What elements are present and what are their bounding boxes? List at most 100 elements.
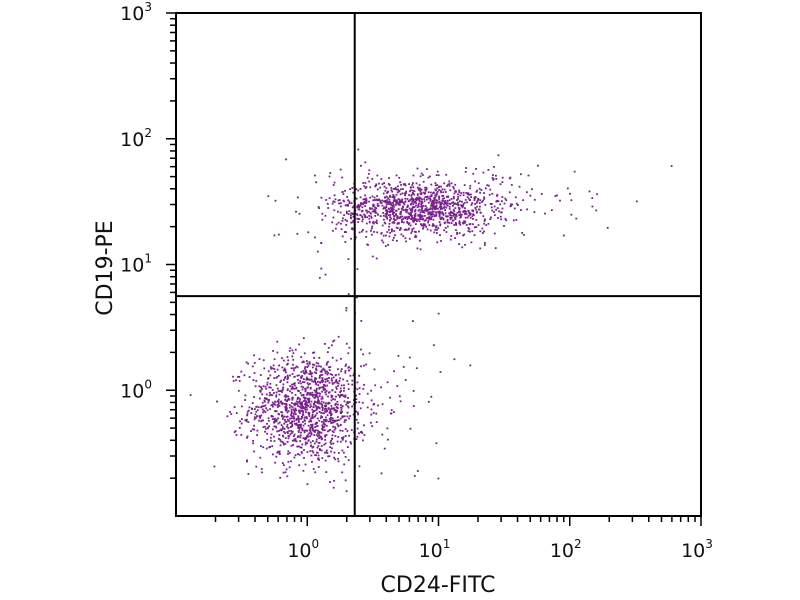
data-point <box>408 200 411 202</box>
data-point <box>418 230 420 233</box>
data-point <box>300 406 302 408</box>
data-point <box>537 164 539 167</box>
data-point <box>596 193 598 196</box>
data-point <box>325 390 328 392</box>
data-point <box>321 390 323 393</box>
data-point <box>395 193 398 196</box>
data-point <box>427 400 430 403</box>
data-point <box>475 208 478 211</box>
data-point <box>334 435 337 437</box>
data-point <box>286 400 288 402</box>
data-point <box>670 165 673 167</box>
data-point <box>345 419 347 422</box>
data-point <box>339 440 342 443</box>
data-point <box>412 186 415 189</box>
data-point <box>286 441 289 443</box>
data-point <box>341 219 344 222</box>
data-point <box>389 216 392 218</box>
data-point <box>256 429 259 432</box>
data-point <box>288 404 291 406</box>
data-point <box>254 385 257 388</box>
data-point <box>300 371 303 373</box>
data-point <box>444 227 447 229</box>
data-point <box>384 207 386 209</box>
data-point <box>311 395 314 398</box>
data-point <box>312 411 314 414</box>
data-point <box>298 343 301 346</box>
data-point <box>253 418 256 421</box>
data-point <box>334 458 337 461</box>
data-point <box>262 426 265 428</box>
data-point <box>351 206 354 209</box>
data-point <box>431 210 434 213</box>
data-point <box>274 370 276 373</box>
data-point <box>332 425 334 428</box>
data-point <box>333 194 336 197</box>
data-point <box>345 224 348 226</box>
data-point <box>489 218 492 220</box>
data-point <box>317 432 319 434</box>
data-point <box>413 230 416 233</box>
data-point <box>263 409 266 412</box>
data-point <box>310 375 313 378</box>
data-point <box>366 406 369 409</box>
data-point <box>448 205 451 208</box>
data-point <box>435 202 438 205</box>
data-point <box>373 209 376 211</box>
data-point <box>362 201 365 204</box>
data-point <box>373 368 376 371</box>
data-point <box>417 214 420 217</box>
data-point <box>278 450 281 453</box>
data-point <box>324 434 326 437</box>
data-point <box>277 398 280 401</box>
data-point <box>443 207 445 209</box>
data-point <box>327 407 330 410</box>
data-point <box>380 386 382 389</box>
data-point <box>505 219 508 222</box>
data-point <box>345 210 348 213</box>
data-point <box>490 206 493 209</box>
data-point <box>331 344 333 347</box>
data-point <box>326 377 328 380</box>
data-point <box>460 192 463 194</box>
data-point <box>239 420 241 423</box>
data-point <box>445 202 447 205</box>
data-point <box>317 362 320 365</box>
data-point <box>420 223 422 225</box>
data-point <box>381 199 383 202</box>
data-point <box>358 374 361 377</box>
data-point <box>469 184 472 187</box>
data-point <box>312 351 314 354</box>
y-tick-label: 103 <box>120 0 152 25</box>
data-point <box>302 411 304 414</box>
data-point <box>307 392 310 395</box>
data-point <box>365 222 368 225</box>
data-point <box>343 415 346 418</box>
data-point <box>427 197 430 200</box>
data-point <box>442 191 445 194</box>
data-point <box>265 407 267 410</box>
data-point <box>348 210 351 212</box>
data-point <box>496 207 499 209</box>
data-point <box>413 206 416 209</box>
data-point <box>277 387 279 390</box>
data-point <box>381 224 384 227</box>
data-point <box>458 220 461 223</box>
data-point <box>297 417 299 420</box>
data-point <box>309 393 311 396</box>
data-point <box>313 357 315 359</box>
data-point <box>471 202 474 204</box>
data-point <box>329 373 332 375</box>
data-point <box>327 401 330 404</box>
data-point <box>310 454 313 457</box>
data-point <box>363 364 365 367</box>
data-point <box>412 320 414 322</box>
data-point <box>267 417 270 420</box>
data-point <box>346 220 348 222</box>
data-point <box>419 190 422 193</box>
data-point <box>293 433 296 436</box>
data-point <box>440 202 442 204</box>
data-point <box>392 202 394 204</box>
data-point <box>302 400 305 402</box>
data-point <box>311 461 313 463</box>
